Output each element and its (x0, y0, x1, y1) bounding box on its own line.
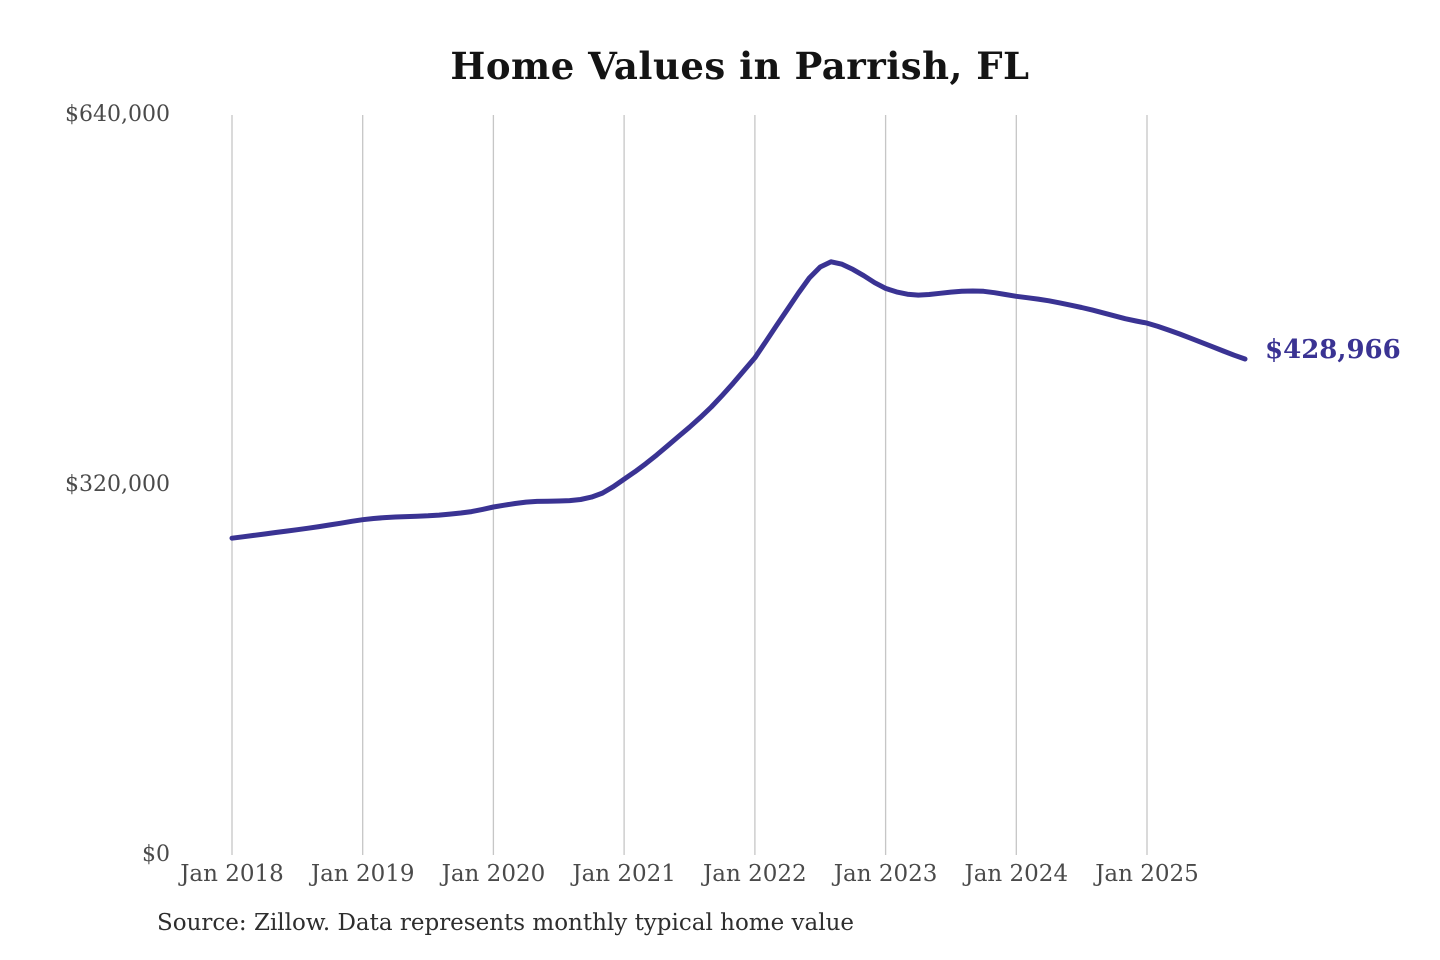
chart-title: Home Values in Parrish, FL (450, 44, 1030, 88)
home-value-line (229, 259, 1248, 541)
y-tick-label: $640,000 (65, 102, 170, 127)
x-tick-label: Jan 2023 (833, 861, 938, 887)
x-tick-label: Jan 2024 (964, 861, 1069, 887)
end-value-label: $428,966 (1265, 335, 1401, 365)
y-tick-label: $0 (142, 842, 170, 867)
x-tick-label: Jan 2022 (703, 861, 807, 887)
x-tick-label: Jan 2025 (1095, 861, 1199, 887)
x-tick-label: Jan 2021 (572, 861, 676, 887)
y-tick-label: $320,000 (65, 472, 170, 497)
x-tick-label: Jan 2019 (310, 861, 415, 887)
source-note: Source: Zillow. Data represents monthly … (157, 910, 855, 936)
x-tick-label: Jan 2018 (180, 861, 284, 887)
x-tick-label: Jan 2020 (441, 861, 546, 887)
